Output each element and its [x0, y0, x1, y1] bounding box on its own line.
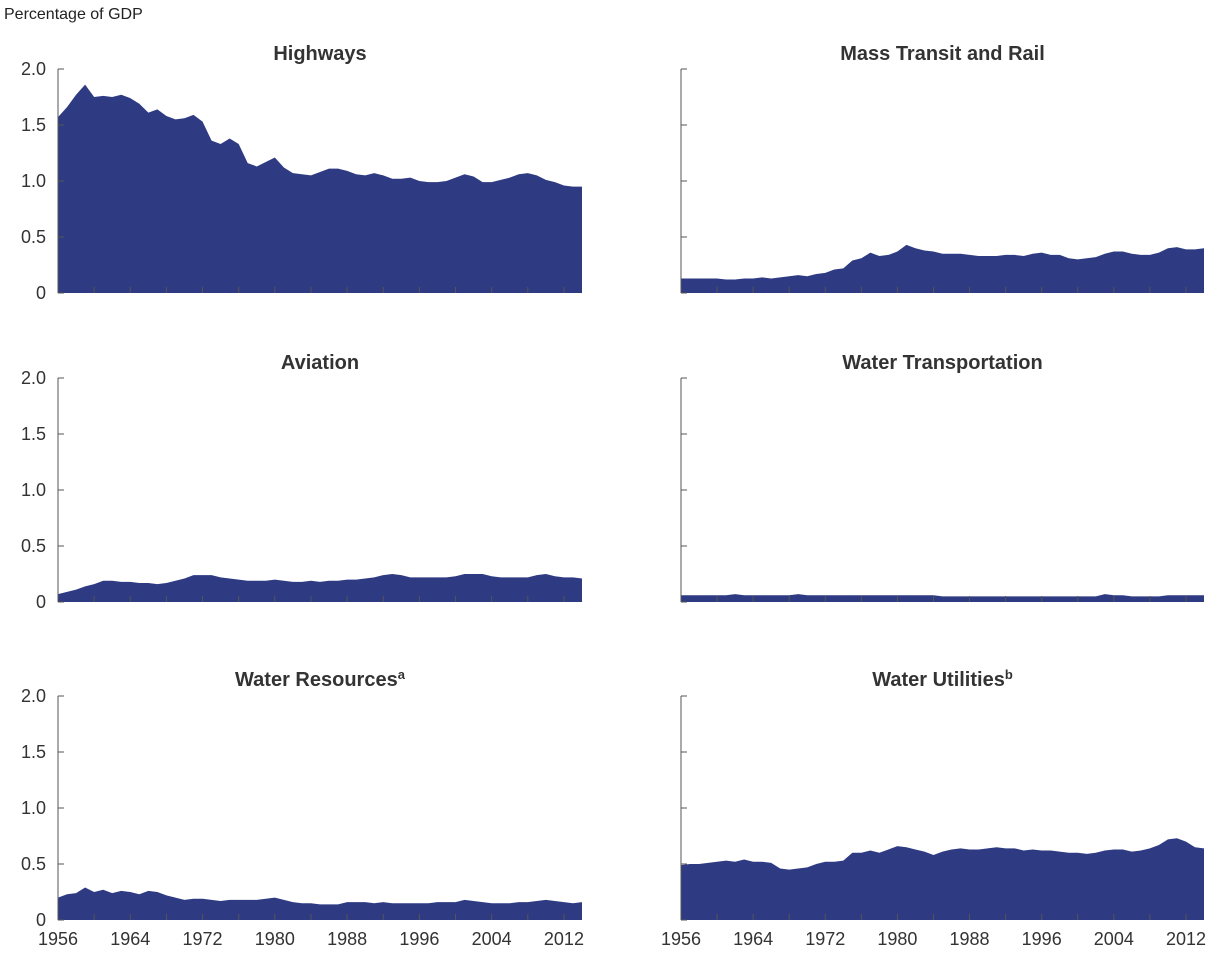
y-tick-label: 1.0 — [21, 171, 46, 191]
x-tick-label: 1972 — [183, 929, 223, 949]
title-footnote-marker: a — [398, 667, 406, 682]
panel-title: Highways — [273, 43, 366, 65]
x-tick-label: 1996 — [399, 929, 439, 949]
x-tick-label: 2012 — [1166, 929, 1206, 949]
series-area — [58, 887, 582, 920]
y-tick-label: 2.0 — [21, 686, 46, 706]
x-tick-label: 1956 — [38, 929, 78, 949]
y-tick-label: 1.0 — [21, 480, 46, 500]
y-tick-label: 1.5 — [21, 115, 46, 135]
panel-highways: Highways 0 0.5 1.0 1.5 2.0 — [21, 43, 582, 303]
series-area — [58, 574, 582, 602]
series-area — [681, 244, 1204, 293]
x-tick-label: 1956 — [661, 929, 701, 949]
panel-aviation: Aviation 0 0.5 1.0 1.5 2.0 — [21, 352, 582, 612]
panel-title: Aviation — [281, 352, 359, 374]
y-tick-label: 2.0 — [21, 368, 46, 388]
x-tick-label: 1972 — [805, 929, 845, 949]
y-tick-label: 0 — [36, 592, 46, 612]
x-tick-label: 1964 — [733, 929, 773, 949]
y-tick-label: 0.5 — [21, 854, 46, 874]
x-tick-label: 1988 — [327, 929, 367, 949]
panel-water-resources: Water Resourcesa 0 0.5 1.0 1.5 2.0 1956 1964 197… — [21, 667, 584, 950]
x-tick-label: 1980 — [877, 929, 917, 949]
title-footnote-marker: b — [1005, 667, 1013, 682]
y-tick-label: 0 — [36, 910, 46, 930]
y-tick-label: 1.5 — [21, 742, 46, 762]
series-area — [681, 838, 1204, 920]
panel-title: Water Resourcesa — [235, 667, 406, 692]
panel-title: Mass Transit and Rail — [840, 43, 1045, 65]
y-tick-label: 0.5 — [21, 227, 46, 247]
x-tick-label: 1988 — [950, 929, 990, 949]
panel-water-utilities: Water Utilitiesb 1956 1964 1972 1980 1988 1996… — [661, 667, 1206, 950]
panel-water-transportation: Water Transportation — [680, 352, 1204, 603]
series-area — [681, 594, 1204, 602]
series-area — [58, 84, 582, 294]
y-axis-label: Percentage of GDP — [4, 6, 143, 23]
panel-mass-transit-and-rail: Mass Transit and Rail — [680, 43, 1204, 294]
x-tick-label: 2004 — [472, 929, 512, 949]
panel-title: Water Transportation — [842, 352, 1042, 374]
panel-title: Water Utilitiesb — [872, 667, 1013, 692]
y-tick-label: 0.5 — [21, 536, 46, 556]
x-tick-label: 1996 — [1022, 929, 1062, 949]
x-tick-label: 2004 — [1094, 929, 1134, 949]
y-tick-label: 0 — [36, 283, 46, 303]
x-tick-label: 2012 — [544, 929, 584, 949]
x-tick-label: 1964 — [110, 929, 150, 949]
y-tick-label: 1.0 — [21, 798, 46, 818]
y-tick-label: 1.5 — [21, 424, 46, 444]
y-tick-label: 2.0 — [21, 59, 46, 79]
x-tick-label: 1980 — [255, 929, 295, 949]
